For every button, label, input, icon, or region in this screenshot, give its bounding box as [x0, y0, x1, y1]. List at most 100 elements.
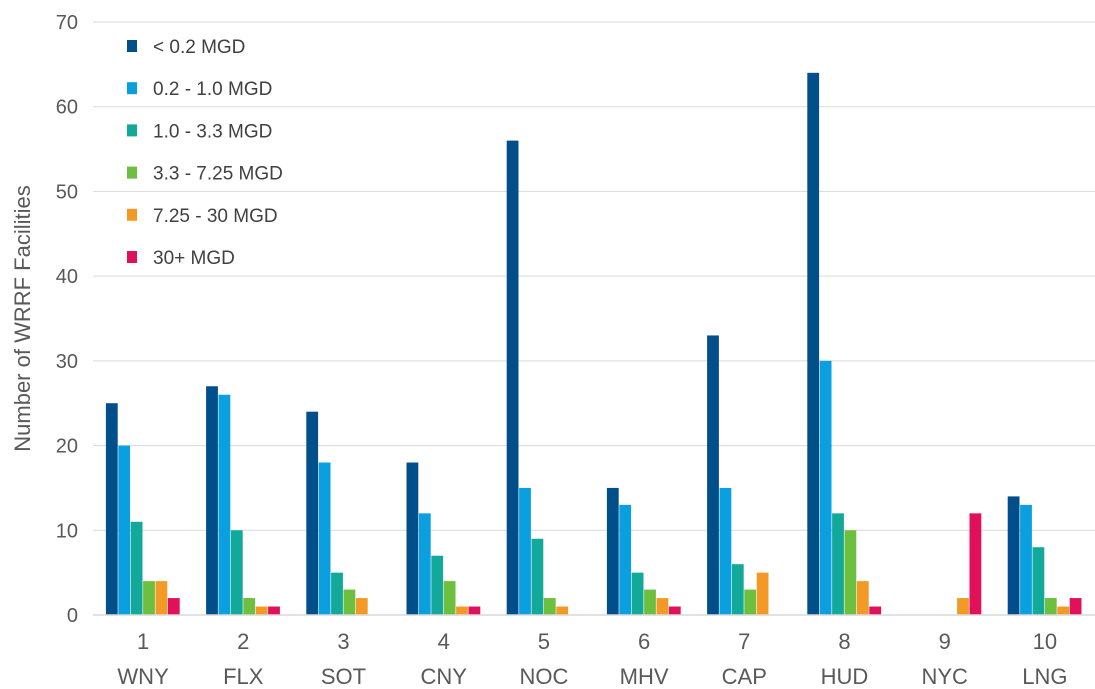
bar-lng-series-5	[1057, 606, 1070, 615]
bar-flx-series-2	[218, 394, 231, 615]
y-tick-label: 50	[56, 181, 78, 203]
legend-swatch	[127, 124, 137, 137]
bar-noc-series-4	[543, 598, 556, 615]
bar-hud-series-5	[856, 581, 869, 615]
bar-lng-series-4	[1044, 598, 1057, 615]
bar-lng-series-1	[1007, 496, 1020, 615]
legend-label: 7.25 - 30 MGD	[153, 206, 278, 227]
bar-wny-series-2	[118, 445, 131, 615]
bar-lng-series-2	[1020, 504, 1032, 615]
bar-wny-series-4	[143, 581, 155, 615]
bar-wny-series-6	[167, 598, 180, 615]
bars	[105, 72, 1082, 615]
legend-label: 30+ MGD	[153, 248, 235, 269]
bar-sot-series-3	[331, 572, 343, 615]
bar-mhv-series-4	[644, 589, 656, 615]
bar-nyc-series-6	[969, 513, 982, 615]
bar-cny-series-3	[431, 555, 444, 615]
bar-wny-series-5	[155, 581, 168, 615]
y-tick-label: 20	[56, 436, 78, 458]
bar-nyc-series-5	[957, 598, 969, 615]
bar-hud-series-3	[832, 513, 844, 615]
bar-noc-series-5	[556, 606, 569, 615]
bar-noc-series-1	[506, 140, 519, 615]
x-category-number: 9	[939, 629, 951, 654]
legend-swatch	[127, 251, 137, 263]
x-category-number: 2	[237, 629, 249, 654]
x-category-code: CAP	[722, 664, 767, 689]
bar-mhv-series-6	[668, 606, 681, 615]
y-tick-label: 60	[56, 97, 78, 119]
y-tick-label: 10	[56, 520, 78, 542]
bar-flx-series-3	[230, 530, 243, 615]
bar-cap-series-3	[731, 564, 744, 615]
legend: < 0.2 MGD 0.2 - 1.0 MGD 1.0 - 3.3 MGD 3.3 -…	[127, 37, 283, 269]
legend-swatch	[127, 82, 137, 95]
x-category-number: 4	[438, 629, 450, 654]
bar-cny-series-1	[406, 462, 419, 615]
bar-mhv-series-5	[656, 598, 669, 615]
x-category-number: 1	[137, 629, 149, 654]
x-category-number: 7	[738, 629, 750, 654]
bar-hud-series-4	[844, 530, 857, 615]
x-category-code: CNY	[420, 664, 467, 689]
bar-flx-series-4	[243, 598, 256, 615]
bar-lng-series-3	[1032, 547, 1045, 615]
y-tick-label: 0	[67, 605, 78, 627]
bar-cny-series-6	[468, 606, 481, 615]
x-category-number: 6	[638, 629, 650, 654]
bar-hud-series-2	[819, 360, 832, 615]
y-tick-label: 40	[56, 266, 78, 288]
bar-hud-series-6	[869, 606, 882, 615]
bar-mhv-series-3	[631, 572, 644, 615]
x-category-code: MHV	[620, 664, 669, 689]
bar-lng-series-6	[1069, 598, 1082, 615]
x-category-code: FLX	[223, 664, 264, 689]
bar-wny-series-3	[130, 521, 143, 615]
bar-cny-series-2	[418, 513, 431, 615]
legend-label: 0.2 - 1.0 MGD	[153, 79, 272, 100]
bar-hud-series-1	[807, 72, 820, 615]
x-category-code: NOC	[519, 664, 568, 689]
legend-swatch	[127, 208, 137, 221]
x-category-number: 10	[1033, 629, 1057, 654]
legend-swatch	[127, 166, 137, 179]
legend-label: < 0.2 MGD	[153, 37, 245, 58]
y-tick-label: 30	[56, 351, 78, 373]
bar-cny-series-4	[443, 581, 456, 615]
legend-label: 1.0 - 3.3 MGD	[153, 121, 272, 142]
bar-mhv-series-1	[606, 487, 619, 615]
y-axis-ticks: 0 10 20 30 40 50 60 70	[56, 12, 78, 627]
bar-cny-series-5	[456, 606, 468, 615]
bar-cap-series-4	[744, 589, 757, 615]
bar-flx-series-6	[268, 606, 280, 615]
x-category-code: NYC	[921, 664, 968, 689]
bar-flx-series-1	[206, 386, 218, 615]
x-category-number: 8	[838, 629, 850, 654]
bar-cap-series-5	[756, 572, 769, 615]
x-category-code: LNG	[1022, 664, 1067, 689]
legend-label: 3.3 - 7.25 MGD	[153, 164, 283, 185]
bar-sot-series-1	[306, 411, 319, 615]
bar-noc-series-3	[531, 538, 544, 615]
bar-noc-series-2	[519, 487, 531, 615]
bar-sot-series-2	[318, 462, 331, 615]
legend-swatch	[127, 40, 137, 52]
x-category-number: 3	[337, 629, 349, 654]
bar-flx-series-5	[255, 606, 268, 615]
gridlines	[93, 21, 1095, 531]
x-axis-labels: 1 WNY 2 FLX 3 SOT 4 CNY 5 NOC 6 MHV 7 CAP 8 HUD 9 NYC 10 LN…	[117, 629, 1067, 689]
bar-wny-series-1	[105, 403, 118, 615]
x-category-number: 5	[538, 629, 550, 654]
x-category-code: WNY	[117, 664, 169, 689]
y-axis-title: Number of WRRF Facilities	[10, 185, 35, 451]
x-category-code: SOT	[321, 664, 366, 689]
bar-cap-series-2	[719, 487, 732, 615]
bar-mhv-series-2	[619, 504, 632, 615]
y-tick-label: 70	[56, 12, 78, 34]
x-category-code: HUD	[821, 664, 869, 689]
bar-sot-series-5	[355, 598, 368, 615]
bar-sot-series-4	[343, 589, 356, 615]
